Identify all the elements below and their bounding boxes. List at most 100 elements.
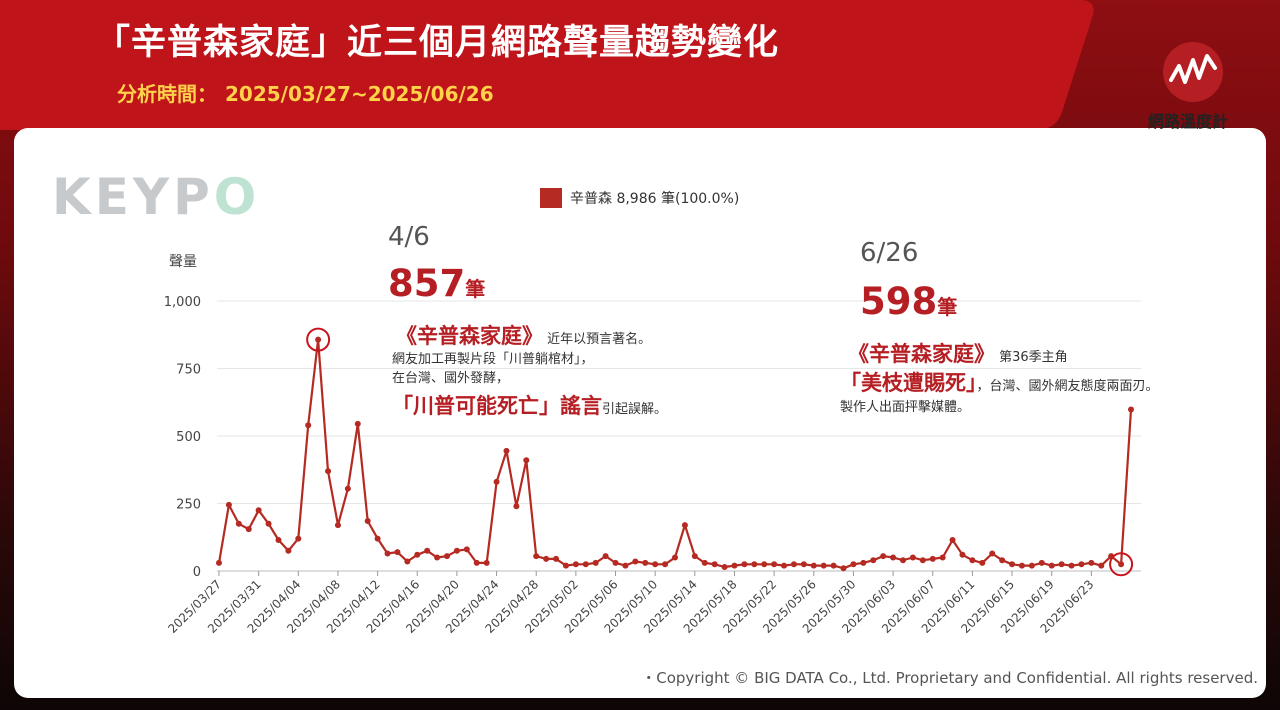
chart-legend[interactable]: 辛普森 8,986 筆(100.0%)	[540, 188, 739, 210]
data-point[interactable]	[334, 522, 341, 529]
data-point[interactable]	[880, 553, 887, 560]
data-point[interactable]	[1009, 561, 1016, 568]
data-point[interactable]	[364, 518, 371, 525]
data-point[interactable]	[731, 562, 738, 569]
copyright-notice: ・Copyright © BIG DATA Co., Ltd. Propriet…	[641, 669, 1258, 687]
data-point[interactable]	[959, 551, 966, 558]
data-point[interactable]	[1038, 559, 1045, 566]
data-point[interactable]	[1058, 561, 1065, 568]
data-point[interactable]	[424, 547, 431, 554]
data-point[interactable]	[503, 447, 510, 454]
data-point[interactable]	[890, 554, 897, 561]
data-point[interactable]	[354, 420, 361, 427]
data-point[interactable]	[741, 561, 748, 568]
data-point[interactable]	[344, 485, 351, 492]
data-point[interactable]	[404, 558, 411, 565]
data-point[interactable]	[721, 563, 728, 570]
data-point[interactable]	[672, 554, 678, 561]
data-point[interactable]	[463, 546, 470, 553]
data-point[interactable]	[751, 561, 758, 568]
data-point[interactable]	[434, 554, 441, 561]
data-point[interactable]	[602, 553, 609, 560]
data-point[interactable]	[919, 557, 926, 564]
data-point[interactable]	[225, 501, 232, 508]
data-point[interactable]	[662, 561, 669, 568]
data-point[interactable]	[1078, 561, 1085, 568]
data-point[interactable]	[870, 557, 877, 564]
data-point[interactable]	[939, 554, 946, 561]
data-point[interactable]	[572, 561, 579, 568]
data-point[interactable]	[691, 553, 698, 560]
data-point[interactable]	[820, 562, 827, 569]
data-point[interactable]	[1018, 562, 1025, 569]
data-point[interactable]	[969, 557, 976, 564]
data-point[interactable]	[761, 561, 768, 568]
data-point[interactable]	[999, 557, 1006, 564]
data-point[interactable]	[642, 559, 649, 566]
data-point[interactable]	[533, 553, 540, 560]
data-point[interactable]	[235, 520, 242, 527]
data-point[interactable]	[1048, 562, 1055, 569]
data-point[interactable]	[840, 565, 847, 572]
data-point[interactable]	[414, 551, 421, 558]
data-point[interactable]	[275, 536, 282, 543]
data-point[interactable]	[830, 562, 837, 569]
data-point[interactable]	[1098, 562, 1105, 569]
data-point[interactable]	[285, 547, 292, 554]
data-point[interactable]	[394, 549, 401, 556]
data-point[interactable]	[592, 559, 599, 566]
data-point[interactable]	[444, 553, 450, 560]
data-point[interactable]	[632, 558, 639, 565]
title-banner	[0, 0, 1094, 130]
data-point[interactable]	[681, 522, 688, 529]
data-point[interactable]	[483, 559, 490, 566]
data-point[interactable]	[810, 562, 817, 569]
data-point[interactable]	[384, 550, 391, 557]
data-point[interactable]	[850, 561, 857, 568]
annotation-2-line-2: 「美枝遭賜死」，台灣、國外網友態度兩面刃。	[840, 373, 1159, 394]
data-point[interactable]	[523, 457, 530, 464]
data-point[interactable]	[979, 559, 986, 566]
data-point[interactable]	[900, 557, 906, 564]
data-point[interactable]	[771, 561, 778, 568]
data-point[interactable]	[949, 536, 956, 543]
data-point[interactable]	[553, 555, 560, 562]
data-point[interactable]	[701, 559, 708, 566]
annotation-2-number: 598	[860, 280, 938, 323]
data-point[interactable]	[800, 561, 807, 568]
data-point[interactable]	[245, 526, 252, 533]
data-point[interactable]	[295, 535, 302, 542]
data-point[interactable]	[562, 562, 569, 569]
data-point[interactable]	[265, 520, 272, 527]
data-point[interactable]	[612, 559, 619, 566]
data-point[interactable]	[374, 535, 381, 542]
data-point[interactable]	[473, 559, 480, 566]
data-point[interactable]	[315, 336, 322, 343]
data-point[interactable]	[790, 561, 797, 568]
data-point[interactable]	[1088, 559, 1095, 566]
data-point[interactable]	[493, 478, 500, 485]
data-point[interactable]	[909, 554, 916, 561]
data-point[interactable]	[711, 561, 718, 568]
peak-highlight-ring	[306, 327, 331, 352]
data-point[interactable]	[781, 562, 788, 569]
data-point[interactable]	[325, 468, 332, 475]
data-point[interactable]	[1028, 562, 1035, 569]
annotation-2-storyline: 「美枝遭賜死」	[840, 371, 977, 395]
data-point[interactable]	[305, 422, 312, 429]
data-point[interactable]	[860, 559, 867, 566]
data-point[interactable]	[929, 555, 936, 562]
data-point[interactable]	[255, 507, 262, 514]
data-point[interactable]	[989, 550, 996, 557]
data-point[interactable]	[582, 561, 589, 568]
data-point[interactable]	[1068, 562, 1075, 569]
data-point[interactable]	[652, 561, 659, 568]
data-point[interactable]	[1118, 561, 1125, 568]
data-point[interactable]	[1128, 406, 1134, 413]
data-point[interactable]	[453, 547, 460, 554]
data-point[interactable]	[622, 562, 629, 569]
data-point[interactable]	[513, 503, 520, 510]
data-point[interactable]	[216, 559, 222, 566]
data-point[interactable]	[543, 555, 550, 562]
